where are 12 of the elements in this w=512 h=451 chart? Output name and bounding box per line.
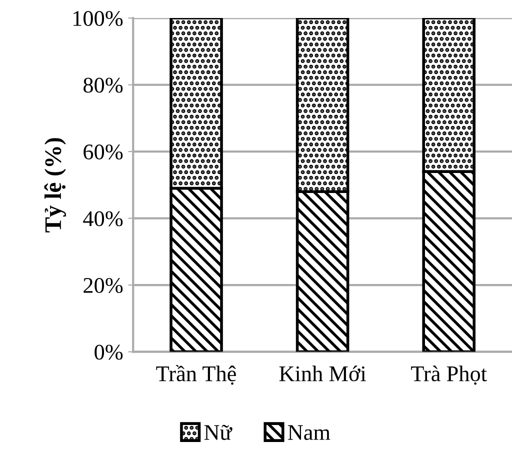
y-tick-label: 60% [84,144,123,160]
x-tick-label: Trà Phọt [411,366,487,385]
x-tick-label: Trần Thệ [156,365,236,385]
y-tick-label: 20% [84,278,123,294]
y-axis-title: Tỷ lệ (%) [44,138,66,232]
y-tick-label: 100% [74,10,123,26]
legend-label: Nam [288,425,330,440]
legend-label: Nữ [204,424,232,440]
y-tick-label: 0% [94,344,123,360]
y-tick-label: 40% [83,211,123,226]
x-tick-label: Kinh Mới [279,366,366,382]
y-tick-label: 80% [84,78,123,93]
